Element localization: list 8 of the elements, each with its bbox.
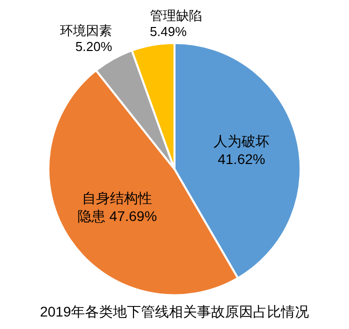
slice-label: 环境因素	[60, 22, 112, 38]
slice-label: 自身结构性隐患 47.69%	[78, 190, 157, 224]
data-label: 5.49%	[150, 24, 188, 40]
data-label: 5.20%	[75, 38, 113, 54]
text: 2019年各类地下管线相关事故原因占比情况	[40, 303, 310, 320]
slice-label: 人为破坏	[213, 132, 270, 149]
slice-label: 管理缺陷	[150, 8, 202, 24]
data-label: 41.62%	[218, 150, 266, 167]
